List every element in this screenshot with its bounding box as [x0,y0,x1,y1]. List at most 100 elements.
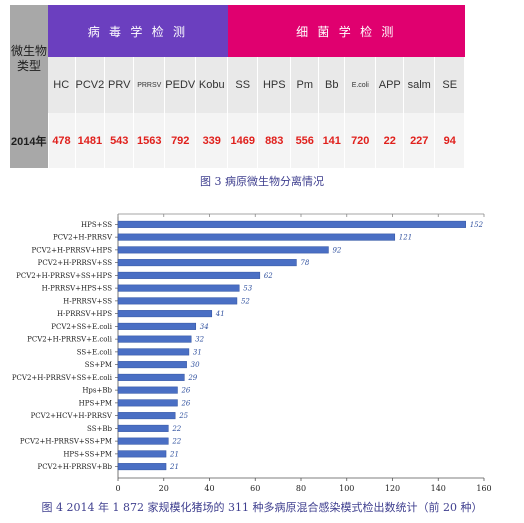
mixed-infection-bar-chart: 0 20 40 60 80 100 120 140 160 HPS+SS 152 PCV2+H-PRR… [12,213,492,493]
value-label-pcv2-h-prrsv-bb: 21 [169,463,179,471]
value-label-pcv2-h-prrsv-ss-pm: 22 [171,438,181,446]
value-cell-pedv: 792 [164,113,197,168]
bar-pcv2-h-prrsv-ss-hps [117,271,261,279]
bacteriology-group-header: 细 菌 学 检 测 [227,5,465,57]
category-label-ss-pm: SS+PM [85,361,112,369]
column-header-bb: Bb [318,57,346,113]
bar-hps-bb [117,386,178,394]
category-label-h-prrsv-ss: H-PRRSV+SS [63,297,112,305]
value-label-pcv2-ss-e-coli: 34 [200,323,209,331]
column-header-pm: Pm [290,57,320,113]
bar-pcv2-h-prrsv-ss-pm [117,437,169,445]
x-tick-label-120: 120 [385,484,400,493]
x-tick-label-100: 100 [339,484,354,493]
category-label-pcv2-h-prrsv-ss-hps: PCV2+H-PRRSV+SS+HPS [16,272,112,280]
x-tick-label-80: 80 [296,484,306,493]
value-label-pcv2-h-prrsv-ss: 78 [300,259,309,267]
bar-hps-ss [117,220,466,228]
value-label-pcv2-hcv-h-prrsv: 25 [178,412,188,420]
column-header-pedv: PEDV [164,57,197,113]
value-label-pcv2-h-prrsv-e-coli: 32 [195,336,204,344]
bar-pcv2-h-prrsv-ss [117,259,297,267]
bar-pcv2-h-prrsv-hps [117,246,329,254]
bar-pcv2-h-prrsv [117,233,396,241]
value-cell-bb: 141 [318,113,346,168]
value-cell-hps: 883 [257,113,292,168]
column-header-hps: HPS [257,57,292,113]
bar-h-prrsv-hps-ss [117,284,240,292]
value-label-h-prrsv-ss: 52 [241,297,250,305]
column-header-se: SE [434,57,466,113]
value-label-h-prrsv-hps: 41 [215,310,225,318]
category-label-ss-e-coli: SS+E.coli [77,348,113,356]
value-label-pcv2-h-prrsv: 121 [399,234,412,242]
value-cell-e-coli: 720 [344,113,377,168]
x-tick-label-20: 20 [159,484,169,493]
value-cell-app: 22 [375,113,405,168]
column-header-pcv2: PCV2 [75,57,106,113]
value-label-ss-bb: 22 [171,425,181,433]
value-cell-ss: 1469 [227,113,259,168]
figure3-caption: 图 3 病原微生物分离情况 [200,175,324,188]
value-cell-prrsv: 1563 [133,113,166,168]
column-header-salm: salm [403,57,436,113]
x-tick-label-60: 60 [250,484,260,493]
value-label-hps-ss: 152 [470,221,484,229]
bar-pcv2-h-prrsv-ss-e-coli [117,373,185,381]
value-cell-se: 94 [434,113,466,168]
corner-label: 微生物类型 [10,5,48,113]
value-cell-salm: 227 [403,113,436,168]
bar-hps-pm [117,399,178,407]
category-label-ss-bb: SS+Bb [87,425,112,433]
category-label-hps-pm: HPS+PM [79,399,112,407]
category-label-hps-ss-pm: HPS+SS+PM [63,450,112,458]
bar-pcv2-ss-e-coli [117,322,197,330]
value-cell-prv: 543 [104,113,135,168]
category-label-pcv2-h-prrsv-hps: PCV2+H-PRRSV+HPS [32,246,113,254]
value-label-pcv2-h-prrsv-ss-hps: 62 [264,272,273,280]
x-tick-label-140: 140 [431,484,446,493]
category-label-h-prrsv-hps: H-PRRSV+HPS [57,310,112,318]
column-header-kobu: Kobu [195,57,229,113]
x-tick-label-0: 0 [115,484,120,493]
value-label-pcv2-h-prrsv-ss-e-coli: 29 [187,374,197,382]
category-label-hps-ss: HPS+SS [81,221,112,229]
column-header-app: APP [375,57,405,113]
bar-hps-ss-pm [117,450,167,458]
category-label-h-prrsv-hps-ss: H-PRRSV+HPS+SS [42,285,113,293]
pathogen-isolation-table: 微生物类型 病 毒 学 检 测 细 菌 学 检 测 HC PCV2 PRV PRRSV… [10,5,466,168]
x-tick-label-40: 40 [204,484,214,493]
value-cell-hc: 478 [48,113,76,168]
category-label-pcv2-h-prrsv-ss-pm: PCV2+H-PRRSV+SS+PM [20,438,112,446]
value-label-h-prrsv-hps-ss: 53 [243,285,252,293]
bar-pcv2-hcv-h-prrsv [117,412,176,420]
column-header-hc: HC [48,57,76,113]
value-label-ss-pm: 30 [191,361,200,369]
column-header-prv: PRV [104,57,135,113]
column-header-ss: SS [227,57,259,113]
category-label-pcv2-h-prrsv: PCV2+H-PRRSV [53,234,113,242]
row-label-year: 2014年 [10,113,49,168]
value-label-hps-pm: 26 [180,399,190,407]
category-label-pcv2-h-prrsv-bb: PCV2+H-PRRSV+Bb [37,463,112,471]
category-label-hps-bb: Hps+Bb [82,387,112,395]
virology-group-header: 病 毒 学 检 测 [48,5,228,57]
value-cell-pcv2: 1481 [75,113,106,168]
value-label-ss-e-coli: 31 [193,348,202,356]
bar-ss-e-coli [117,348,190,356]
column-header-e-coli: E.coli [344,57,377,113]
value-label-hps-ss-pm: 21 [169,450,179,458]
bar-pcv2-h-prrsv-e-coli [117,335,192,343]
figure4-caption: 图 4 2014 年 1 872 家规模化猪场的 311 种多病原混合感染模式检… [41,501,483,514]
category-label-pcv2-h-prrsv-e-coli: PCV2+H-PRRSV+E.coli [27,336,113,344]
category-label-pcv2-hcv-h-prrsv: PCV2+HCV+H-PRRSV [31,412,113,420]
value-label-pcv2-h-prrsv-hps: 92 [332,246,341,254]
bar-h-prrsv-ss [117,297,238,305]
column-header-prrsv: PRRSV [133,57,166,113]
category-label-pcv2-h-prrsv-ss: PCV2+H-PRRSV+SS [38,259,113,267]
category-label-pcv2-h-prrsv-ss-e-coli: PCV2+H-PRRSV+SS+E.coli [12,374,113,382]
value-cell-pm: 556 [290,113,320,168]
bar-h-prrsv-hps [117,310,213,318]
category-label-pcv2-ss-e-coli: PCV2+SS+E.coli [51,323,112,331]
bar-ss-pm [117,361,187,369]
